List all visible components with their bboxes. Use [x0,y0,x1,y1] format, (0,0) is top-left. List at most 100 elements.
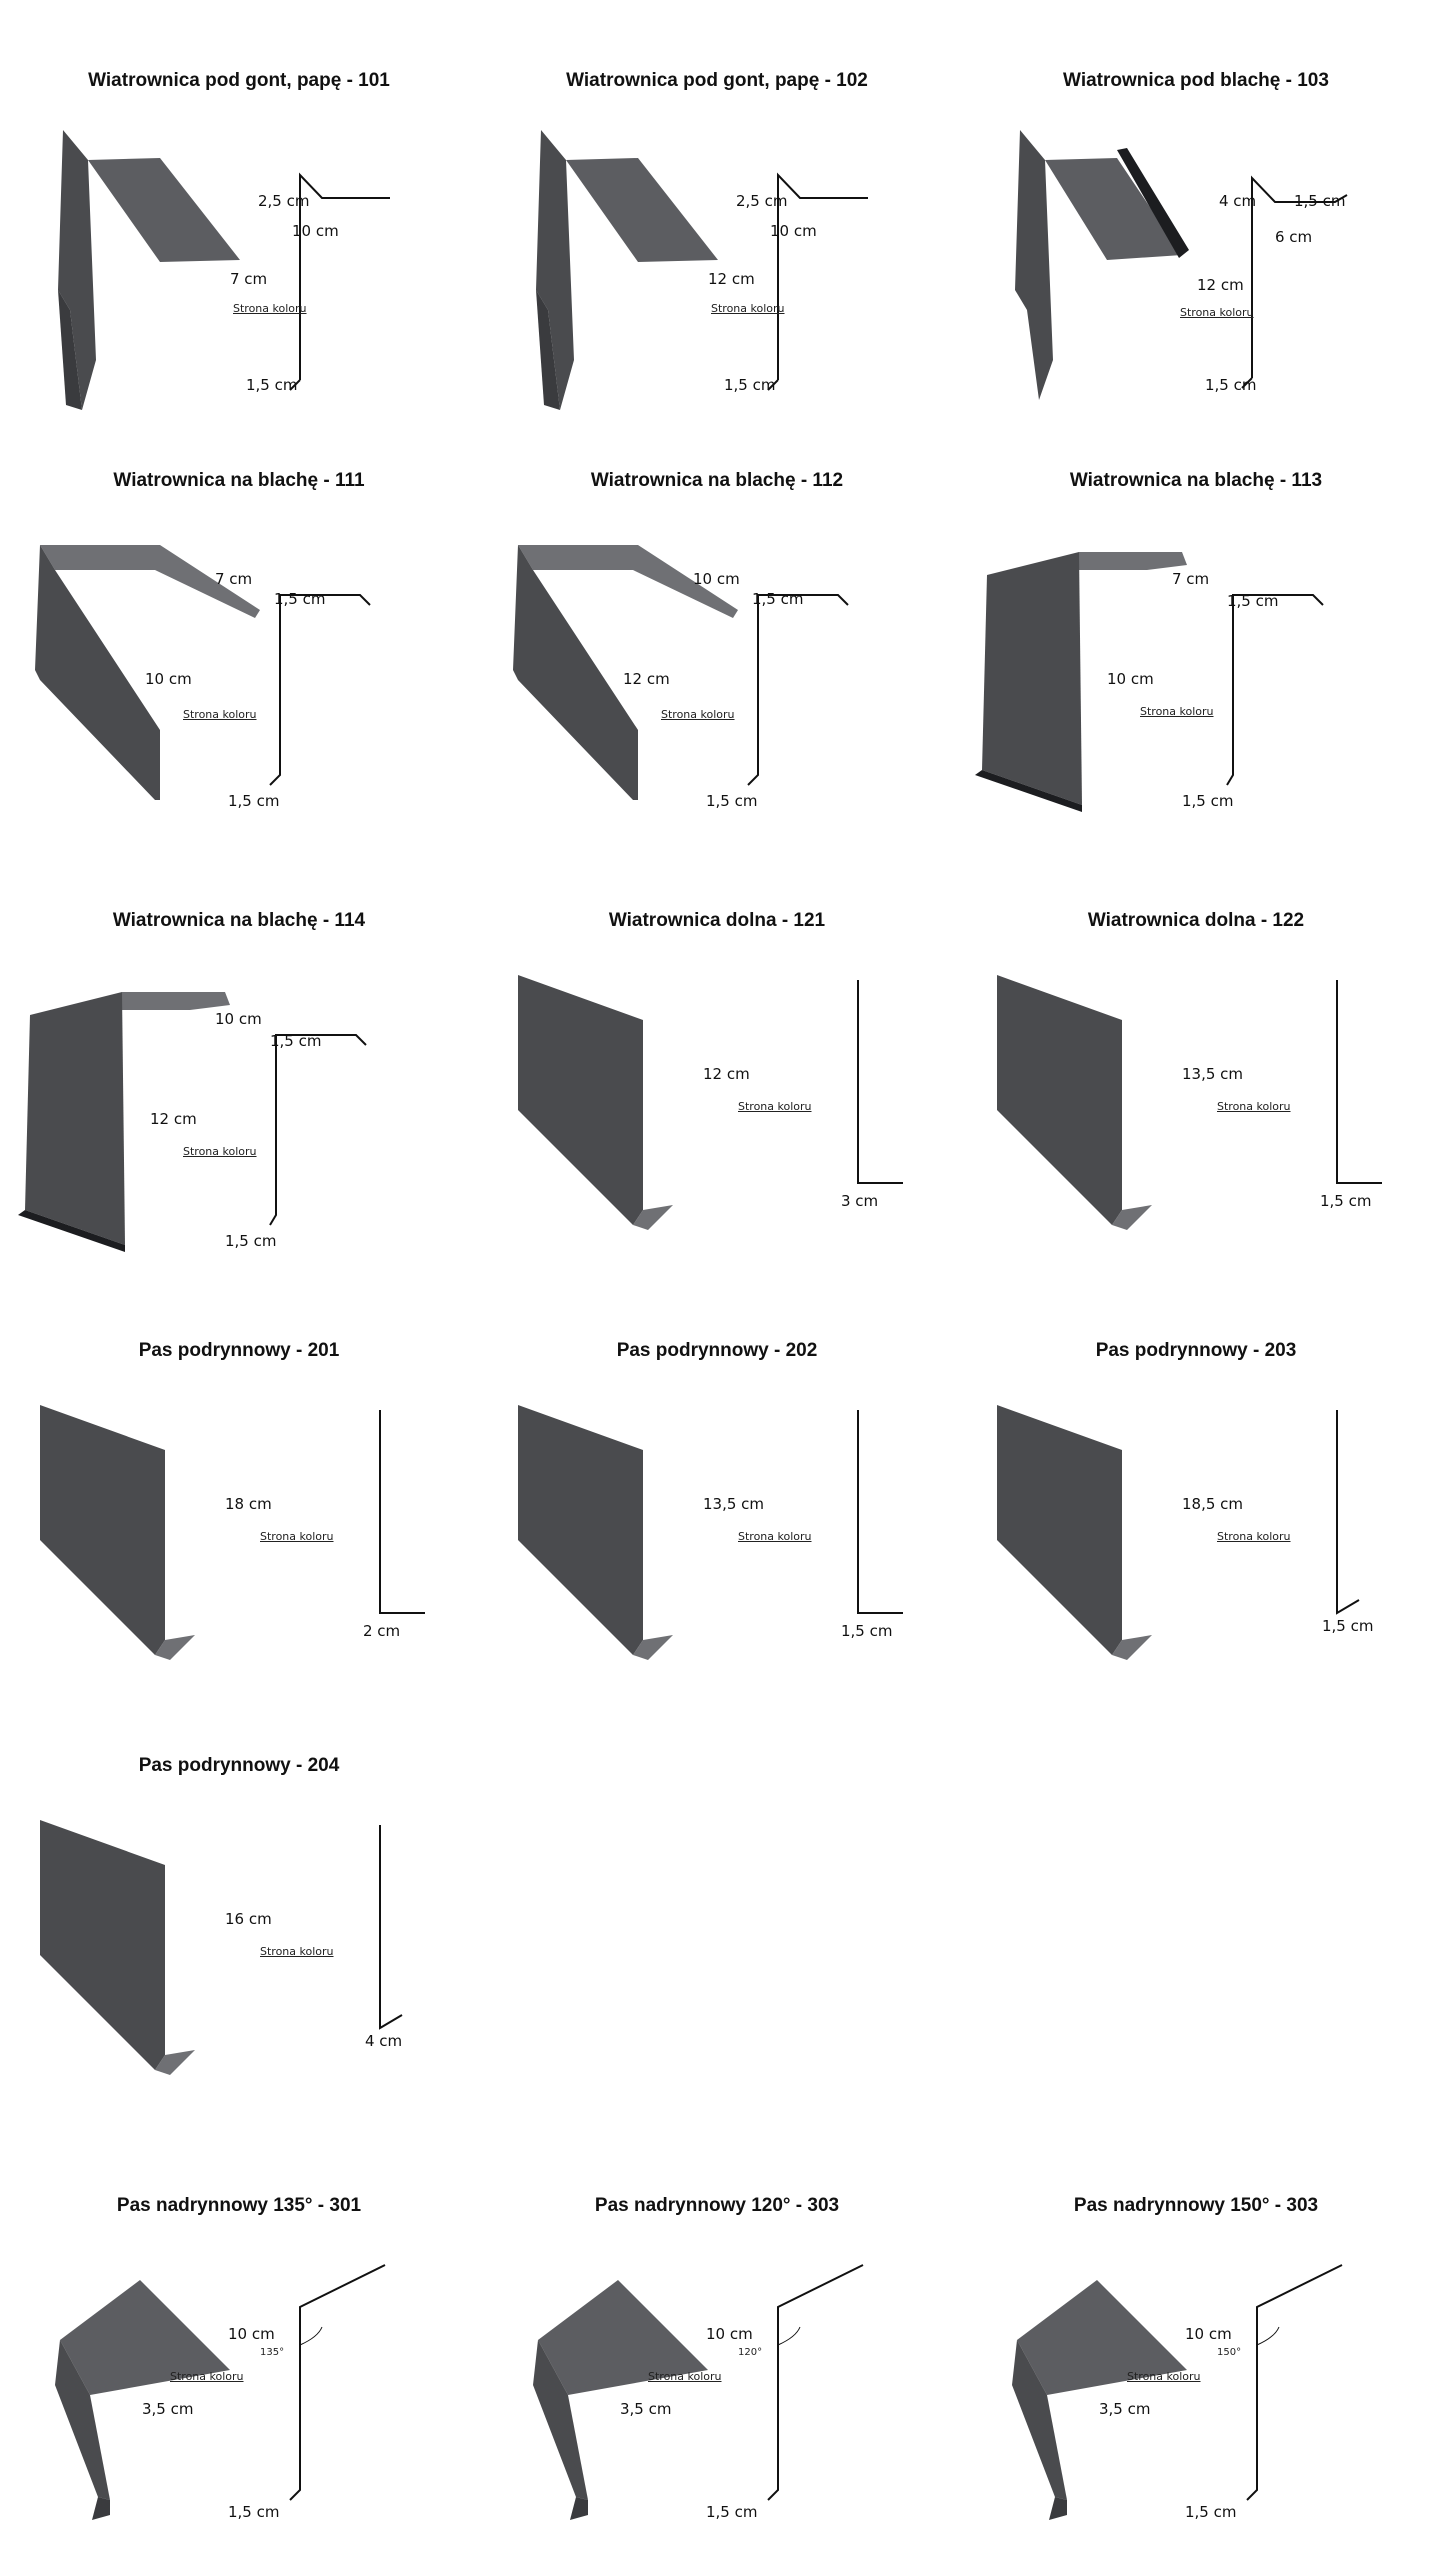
product-title: Wiatrownica dolna - 122 [1087,910,1305,931]
flashing-face [536,130,574,410]
flashing-drip [58,290,82,410]
product-image [518,1405,673,1660]
flashing-face [25,992,125,1245]
dimension-label: 1,5 cm [706,2503,758,2521]
flashing-face [55,2340,110,2500]
dimension-label: 1,5 cm [1322,1617,1374,1635]
product-card: Wiatrownica na blachę - 112 10 cm 1,5 cm 12… [478,400,956,810]
angle-label: 120° [738,2347,763,2358]
profile-line [379,1825,403,2030]
color-side-label: Strona koloru [1217,1100,1291,1113]
product-image [55,2280,230,2520]
product-title: Pas podrynnowy - 202 [616,1340,818,1361]
flashing-face [997,975,1122,1225]
product-card: Pas podrynnowy - 204 16 cm 4 cm Strona kolo… [0,1685,478,2085]
dimension-label: 2 cm [363,1622,401,1640]
flashing-top [1079,552,1187,570]
product-card: Wiatrownica na blachę - 111 7 cm 1,5 cm 10 … [0,400,478,810]
flashing-face [1015,130,1053,400]
flashing-drip [92,2497,110,2520]
dimension-label: 12 cm [708,270,755,288]
dimension-label: 7 cm [1172,570,1210,588]
flashing-hem [18,1210,125,1252]
color-side-label: Strona koloru [711,302,785,315]
product-card: Pas nadrynnowy 120° - 303 10 cm 3,5 cm 1,5 … [478,2125,956,2525]
dimension-label: 13,5 cm [703,1495,765,1513]
color-side-label: Strona koloru [260,1530,334,1543]
flashing-foot [1112,1205,1152,1230]
profile-line [1226,594,1324,786]
profile-line [767,2264,864,2501]
profile-line [289,2264,386,2501]
dimension-label: 3 cm [841,1192,879,1210]
product-card: Pas podrynnowy - 202 13,5 cm 1,5 cm Strona … [478,1270,956,1670]
dimension-label: 1,5 cm [274,590,326,608]
product-card: Wiatrownica pod gont, papę - 101 2,5 cm 10… [0,0,478,410]
dimension-label: 12 cm [1197,276,1244,294]
profile-line [269,594,371,786]
product-card: Pas nadrynnowy 135° - 301 10 cm 3,5 cm 1,5 … [0,2125,478,2525]
flashing-face [518,975,643,1225]
color-side-label: Strona koloru [1180,306,1254,319]
flashing-foot [633,1205,673,1230]
dimension-label: 1,5 cm [1320,1192,1372,1210]
dimension-label: 1,5 cm [841,1622,893,1640]
dimension-label: 16 cm [225,1910,272,1928]
dimension-label: 1,5 cm [1185,2503,1237,2521]
dimension-label: 10 cm [770,222,817,240]
profile-drawing [1241,175,1348,389]
product-card: Pas podrynnowy - 201 18 cm 2 cm Strona kolo… [0,1270,478,1670]
profile-line [1246,2264,1343,2501]
product-title: Pas podrynnowy - 204 [138,1755,340,1776]
dimension-label: 4 cm [1219,192,1257,210]
profile-drawing [857,980,903,1184]
hem-line [1241,377,1253,389]
product-card: Wiatrownica dolna - 122 13,5 cm 1,5 cm Stro… [957,840,1435,1240]
dimension-label: 18 cm [225,1495,272,1513]
flashing-foot [155,2050,195,2075]
dimension-label: 3,5 cm [620,2400,672,2418]
product-card: Wiatrownica dolna - 121 12 cm 3 cm Strona k… [478,840,956,1240]
flashing-drip [570,2497,588,2520]
product-title: Pas podrynnowy - 201 [138,1340,340,1361]
product-image [35,545,260,800]
profile-drawing [767,2264,864,2501]
product-image [40,1820,195,2075]
product-title: Wiatrownica na blachę - 111 [113,470,365,491]
flashing-face [997,1405,1122,1655]
profile-drawing [269,1034,367,1226]
profile-line [1336,1410,1360,1615]
product-card: Wiatrownica pod blachę - 103 4 cm 6 cm 1,5 … [957,0,1435,400]
product-title: Wiatrownica dolna - 121 [608,910,826,931]
product-image [58,130,240,410]
flashing-foot [633,1635,673,1660]
profile-drawing [1226,594,1324,786]
dimension-label: 1,5 cm [228,2503,280,2521]
dimension-label: 10 cm [1107,670,1154,688]
color-side-label: Strona koloru [738,1100,812,1113]
flashing-top [88,158,240,262]
color-side-label: Strona koloru [170,2370,244,2383]
product-title: Wiatrownica pod blachę - 103 [1063,70,1329,91]
profile-drawing [767,172,868,391]
flashing-face [40,1405,165,1655]
profile-line [747,594,849,786]
profile-drawing [289,172,390,391]
product-title: Wiatrownica na blachę - 113 [1069,470,1323,491]
profile-drawing [379,1825,403,2030]
flashing-face [982,552,1082,805]
product-title: Pas nadrynnowy 135° - 301 [116,2195,362,2216]
flashing-top [1045,158,1182,260]
profile-drawing [289,2264,386,2501]
flashing-face [40,1820,165,2070]
product-image [1015,130,1189,400]
dimension-label: 12 cm [703,1065,750,1083]
dimension-label: 7 cm [215,570,253,588]
product-image [40,1405,195,1660]
color-side-label: Strona koloru [260,1945,334,1958]
dimension-label: 10 cm [215,1010,262,1028]
color-side-label: Strona koloru [233,302,307,315]
flashing-top [60,2280,230,2395]
profile-line [777,172,868,380]
profile-line [269,1034,367,1226]
